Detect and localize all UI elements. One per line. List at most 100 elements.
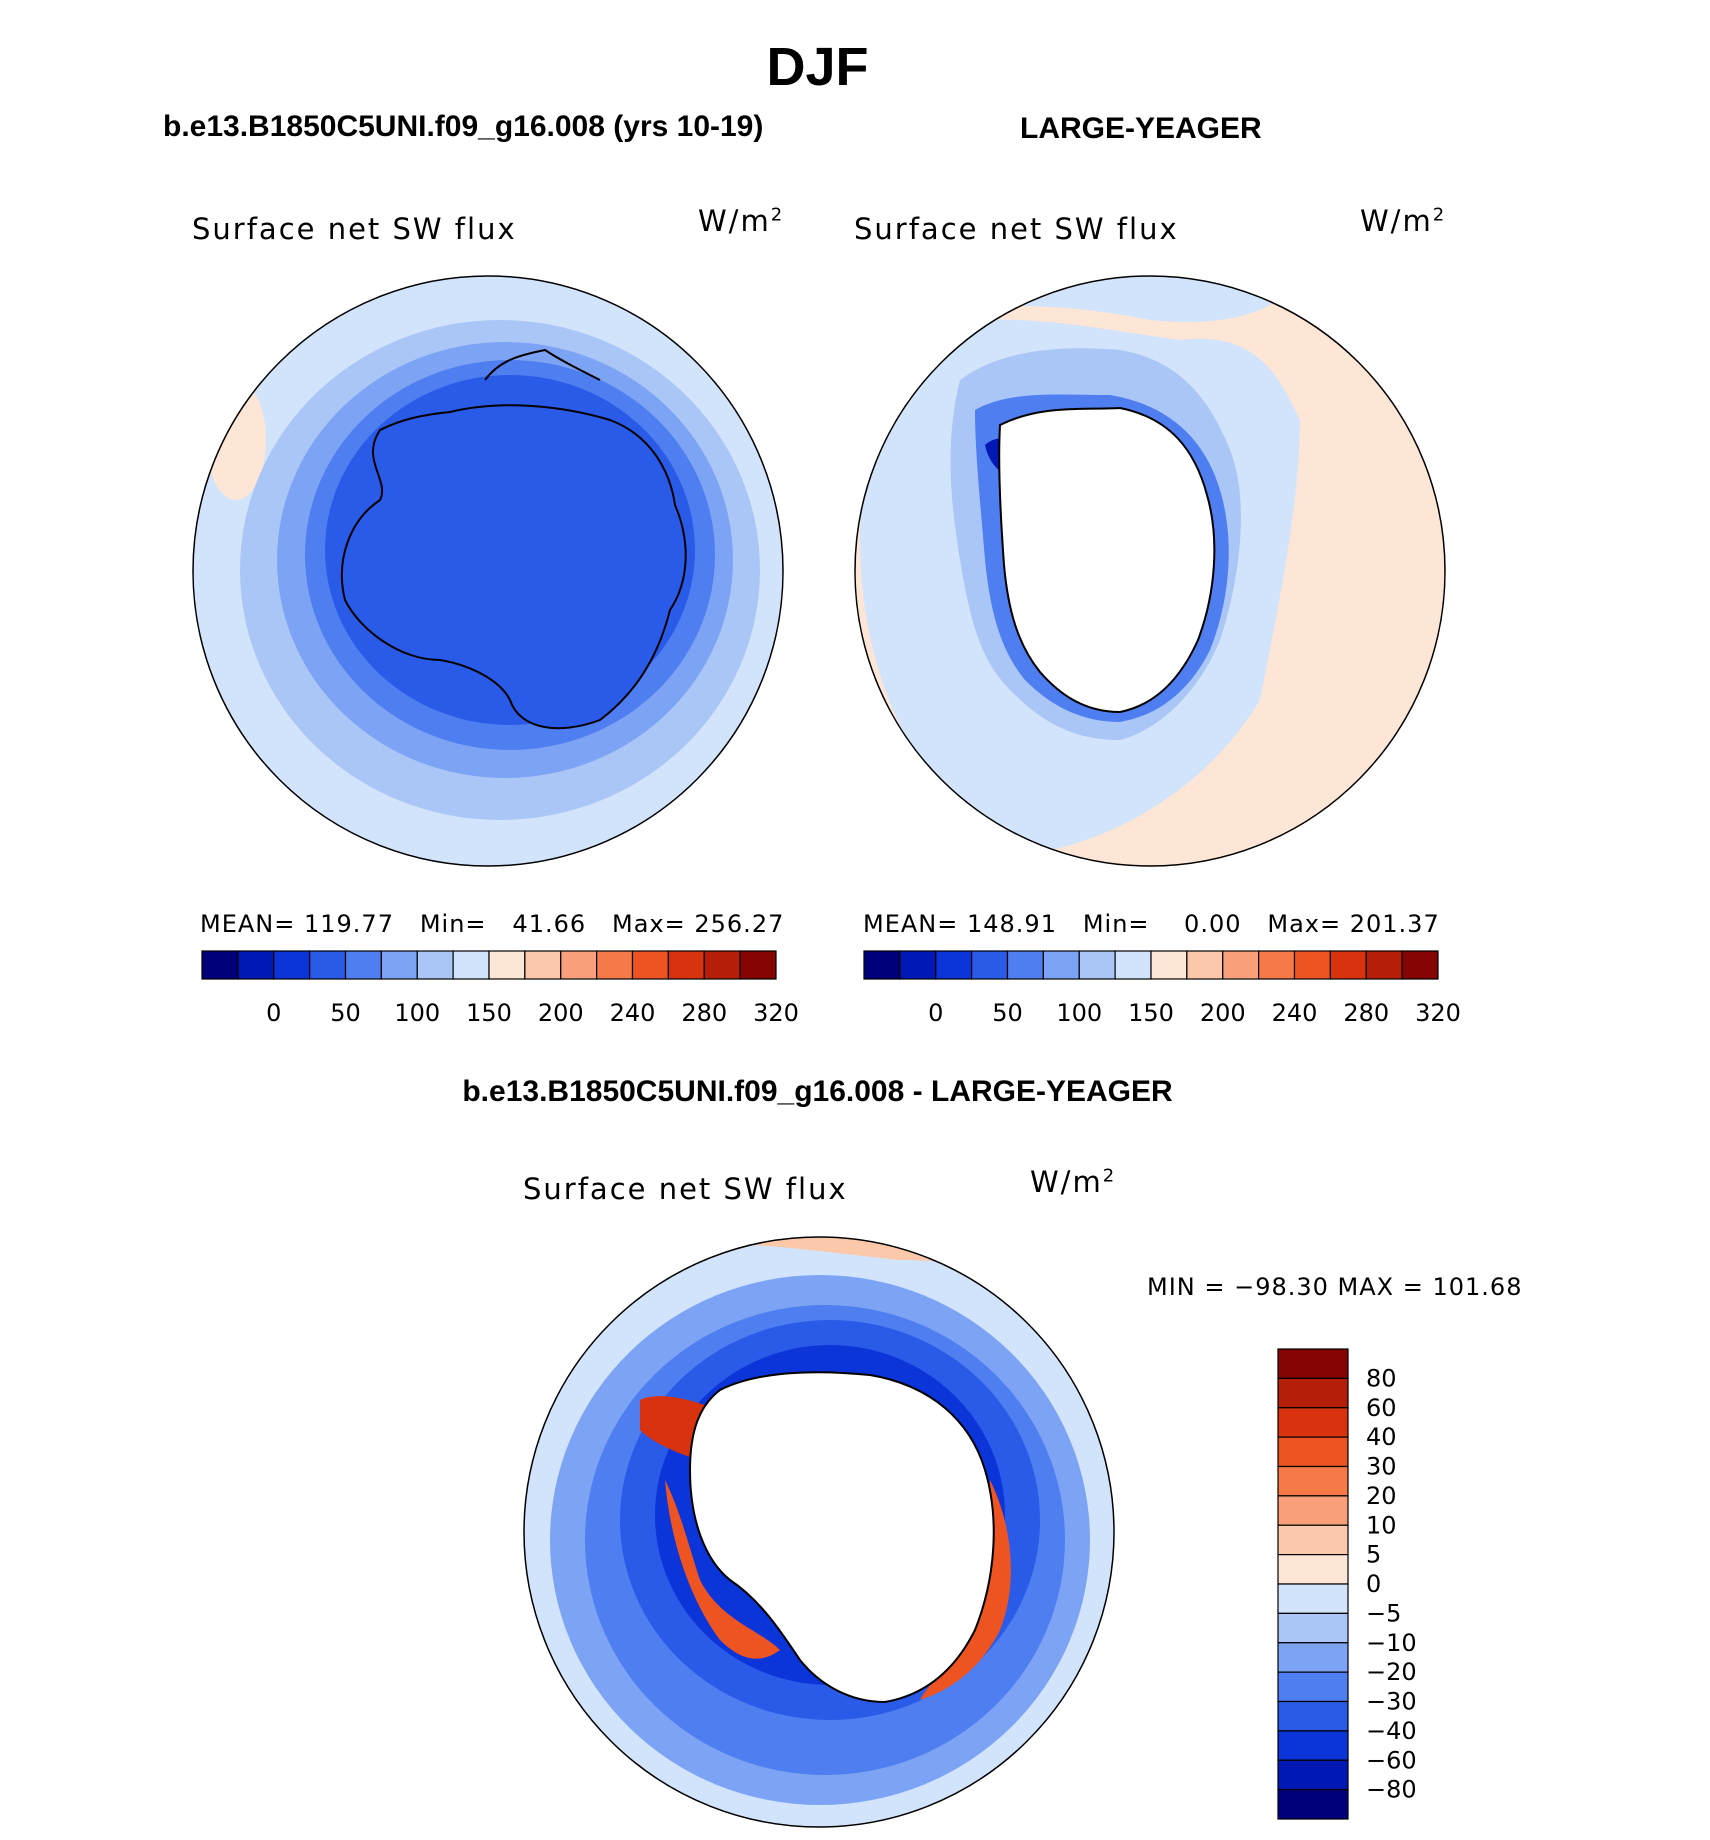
colorbar-swatch bbox=[1401, 950, 1439, 980]
colorbar-swatch bbox=[1277, 1612, 1349, 1644]
diff-map-border bbox=[523, 1236, 1115, 1828]
left-colorbar: 0 50 100 150 200 240 280 320 bbox=[201, 950, 799, 1027]
colorbar-swatch bbox=[1277, 1583, 1349, 1614]
colorbar-swatch bbox=[1277, 1759, 1349, 1791]
right-map bbox=[855, 276, 1445, 866]
colorbar-swatch bbox=[1277, 1495, 1349, 1526]
colorbar-swatch bbox=[631, 950, 669, 980]
diff-case-title: b.e13.B1850C5UNI.f09_g16.008 - LARGE-YEA… bbox=[462, 1075, 1173, 1108]
left-map-border bbox=[192, 275, 784, 867]
colorbar-tick-label: −5 bbox=[1366, 1599, 1401, 1627]
diff-map bbox=[524, 1237, 1114, 1827]
colorbar-swatch bbox=[1277, 1465, 1349, 1497]
left-variable-label: Surface net SW flux bbox=[192, 212, 517, 246]
right-case-title: LARGE-YEAGER bbox=[1020, 112, 1262, 145]
colorbar-tick-label: 100 bbox=[1056, 999, 1102, 1027]
colorbar-swatch bbox=[237, 950, 275, 980]
colorbar-tick-label: 80 bbox=[1366, 1364, 1397, 1392]
colorbar-tick-label: 50 bbox=[330, 999, 361, 1027]
colorbar-swatch bbox=[1078, 950, 1116, 980]
colorbar-swatch bbox=[201, 950, 239, 980]
colorbar-tick-label: 0 bbox=[266, 999, 281, 1027]
colorbar-tick-label: 280 bbox=[681, 999, 727, 1027]
colorbar-swatch bbox=[1006, 950, 1044, 980]
colorbar-swatch bbox=[1277, 1377, 1349, 1409]
colorbar-swatch bbox=[667, 950, 705, 980]
colorbar-tick-label: 320 bbox=[1415, 999, 1461, 1027]
colorbar-tick-label: 200 bbox=[1200, 999, 1246, 1027]
colorbar-swatch bbox=[1114, 950, 1152, 980]
colorbar-swatch bbox=[344, 950, 382, 980]
colorbar-swatch bbox=[1222, 950, 1260, 980]
colorbar-swatch bbox=[1293, 950, 1331, 980]
colorbar-swatch bbox=[1329, 950, 1367, 980]
colorbar-swatch bbox=[1277, 1789, 1349, 1820]
colorbar-swatch bbox=[1277, 1671, 1349, 1703]
left-case-title: b.e13.B1850C5UNI.f09_g16.008 (yrs 10-19) bbox=[163, 110, 764, 143]
colorbar-swatch bbox=[452, 950, 490, 980]
colorbar-tick-label: 40 bbox=[1366, 1423, 1397, 1451]
colorbar-tick-label: 280 bbox=[1343, 999, 1389, 1027]
colorbar-swatch bbox=[935, 950, 973, 980]
colorbar-swatch bbox=[309, 950, 347, 980]
colorbar-tick-label: 150 bbox=[1128, 999, 1174, 1027]
colorbar-swatch bbox=[1277, 1436, 1349, 1468]
right-map-border bbox=[854, 275, 1446, 867]
colorbar-swatch bbox=[1277, 1348, 1349, 1379]
colorbar-tick-label: 5 bbox=[1366, 1541, 1381, 1569]
figure-title: DJF bbox=[766, 37, 869, 97]
colorbar-swatch bbox=[1277, 1524, 1349, 1556]
colorbar-swatch bbox=[1277, 1642, 1349, 1673]
colorbar-swatch bbox=[1042, 950, 1080, 980]
colorbar-tick-label: 200 bbox=[538, 999, 584, 1027]
colorbar-swatch bbox=[488, 950, 526, 980]
colorbar-swatch bbox=[416, 950, 454, 980]
colorbar-tick-label: 30 bbox=[1366, 1453, 1397, 1481]
colorbar-swatch bbox=[739, 950, 777, 980]
colorbar-tick-label: 240 bbox=[610, 999, 656, 1027]
colorbar-tick-label: −10 bbox=[1366, 1629, 1417, 1657]
colorbar-tick-label: −80 bbox=[1366, 1776, 1417, 1804]
colorbar-swatch bbox=[1277, 1730, 1349, 1761]
colorbar-swatch bbox=[971, 950, 1009, 980]
colorbar-swatch bbox=[1150, 950, 1188, 980]
colorbar-swatch bbox=[1186, 950, 1224, 980]
diff-variable-label: Surface net SW flux bbox=[523, 1172, 848, 1206]
colorbar-tick-label: 100 bbox=[394, 999, 440, 1027]
colorbar-tick-label: 20 bbox=[1366, 1482, 1397, 1510]
left-units-label: W/m2 bbox=[698, 204, 785, 238]
colorbar-swatch bbox=[1365, 950, 1403, 980]
colorbar-tick-label: 0 bbox=[928, 999, 943, 1027]
colorbar-tick-label: −60 bbox=[1366, 1746, 1417, 1774]
left-map bbox=[193, 276, 783, 866]
colorbar-swatch bbox=[380, 950, 418, 980]
colorbar-swatch bbox=[1277, 1700, 1349, 1732]
colorbar-swatch bbox=[273, 950, 311, 980]
colorbar-swatch bbox=[1258, 950, 1296, 980]
colorbar-tick-label: 320 bbox=[753, 999, 799, 1027]
colorbar-swatch bbox=[899, 950, 937, 980]
right-units-label: W/m2 bbox=[1360, 204, 1447, 238]
colorbar-tick-label: 10 bbox=[1366, 1511, 1397, 1539]
right-stats: MEAN= 148.91 Min= 0.00 Max= 201.37 bbox=[863, 910, 1440, 938]
colorbar-tick-label: −30 bbox=[1366, 1688, 1417, 1716]
colorbar-tick-label: 240 bbox=[1272, 999, 1318, 1027]
diff-units-label: W/m2 bbox=[1030, 1165, 1117, 1199]
colorbar-swatch bbox=[703, 950, 741, 980]
right-variable-label: Surface net SW flux bbox=[854, 212, 1179, 246]
left-stats: MEAN= 119.77 Min= 41.66 Max= 256.27 bbox=[200, 910, 785, 938]
colorbar-tick-label: 60 bbox=[1366, 1394, 1397, 1422]
colorbar-tick-label: −20 bbox=[1366, 1658, 1417, 1686]
colorbar-tick-label: 150 bbox=[466, 999, 512, 1027]
colorbar-swatch bbox=[524, 950, 562, 980]
colorbar-swatch bbox=[560, 950, 598, 980]
colorbar-tick-label: 0 bbox=[1366, 1570, 1381, 1598]
right-colorbar: 0 50 100 150 200 240 280 320 bbox=[863, 950, 1461, 1027]
colorbar-swatch bbox=[1277, 1554, 1349, 1585]
colorbar-swatch bbox=[596, 950, 634, 980]
diff-stats: MIN = −98.30 MAX = 101.68 bbox=[1147, 1273, 1523, 1301]
colorbar-swatch bbox=[1277, 1407, 1349, 1438]
colorbar-swatch bbox=[863, 950, 901, 980]
